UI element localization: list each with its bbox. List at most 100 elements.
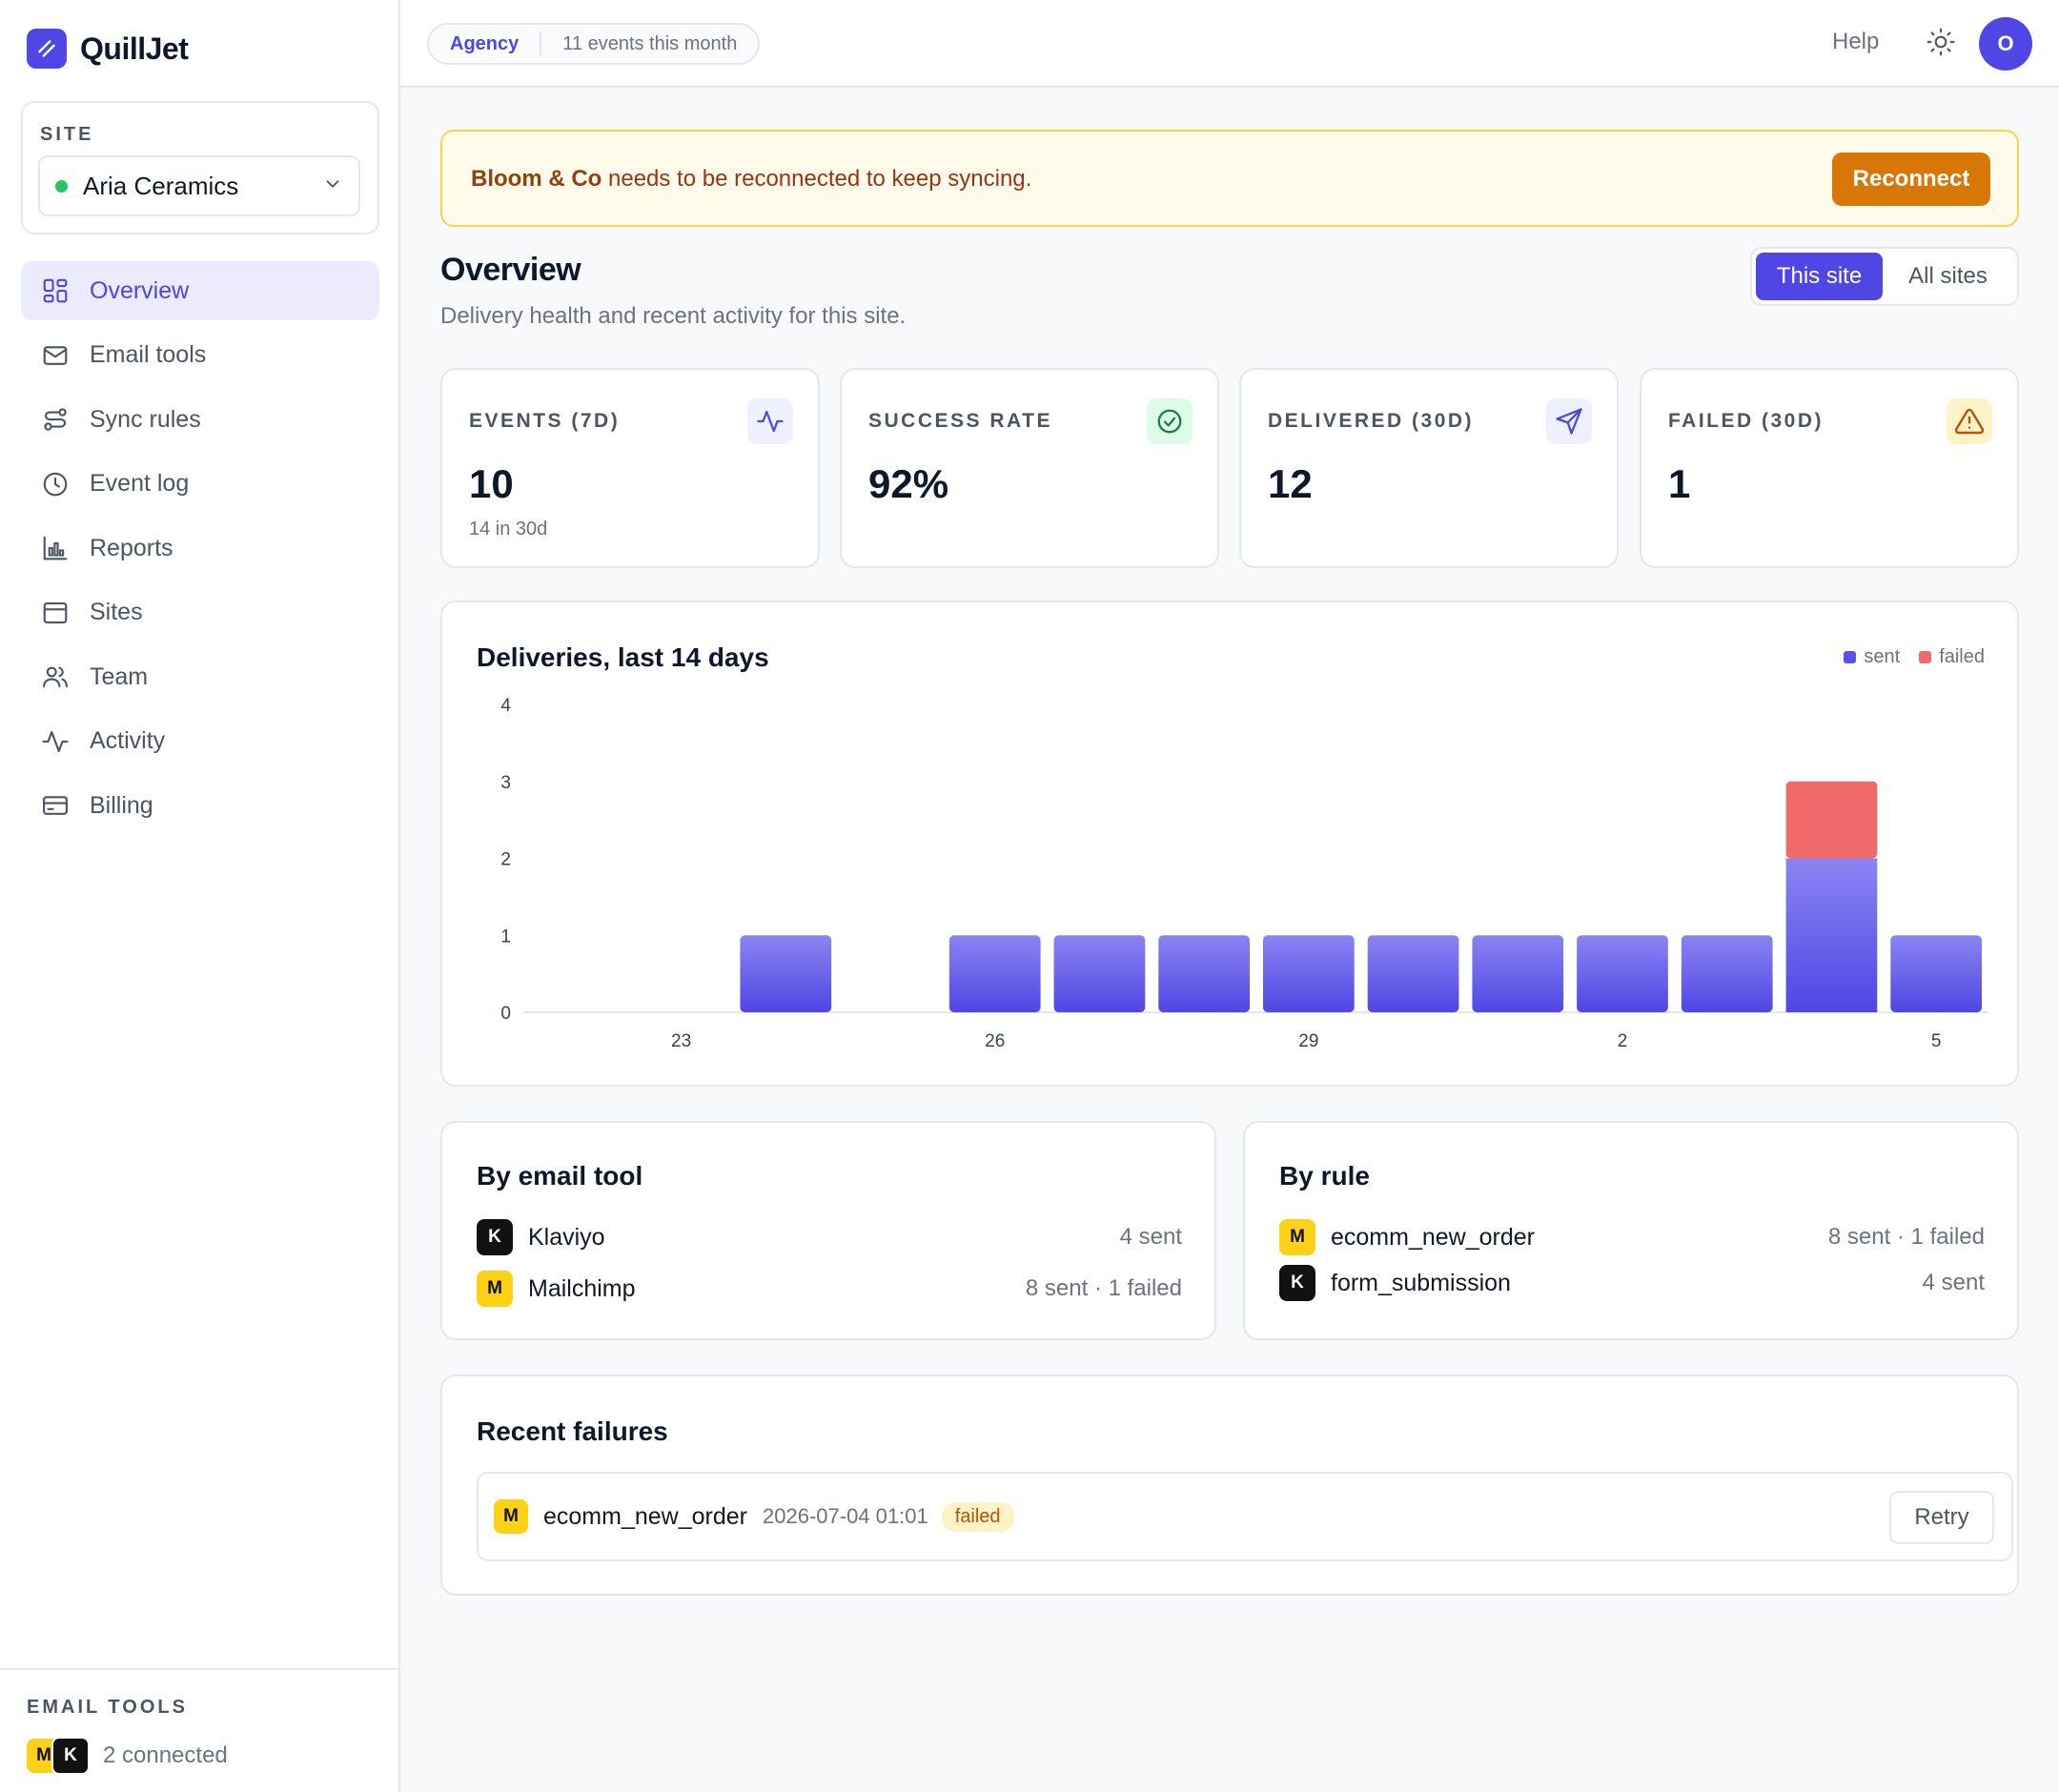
site-name: Aria Ceramics xyxy=(83,171,239,200)
sidebar-item-sites[interactable]: Sites xyxy=(21,583,379,642)
sidebar-item-label: Sync rules xyxy=(90,405,201,433)
tool-stats: 4 sent xyxy=(1119,1224,1182,1250)
sidebar-item-sync-rules[interactable]: Sync rules xyxy=(21,390,379,449)
warning-icon xyxy=(1947,398,1992,444)
bar-sent-2[interactable] xyxy=(1577,935,1668,1012)
sidebar-item-team[interactable]: Team xyxy=(21,647,379,706)
klaviyo-badge-icon: K xyxy=(51,1737,90,1775)
by-rule-card: By rule M ecomm_new_order 8 sent · 1 fai… xyxy=(1243,1121,2019,1340)
page-title: Overview xyxy=(440,252,581,288)
sidebar: QuillJet SITE Aria Ceramics Overview Ema… xyxy=(0,0,400,1792)
rule-name: form_submission xyxy=(1331,1269,1511,1296)
sidebar-item-event-log[interactable]: Event log xyxy=(21,455,379,514)
sidebar-item-activity[interactable]: Activity xyxy=(21,712,379,771)
quill-logo-icon xyxy=(27,29,67,69)
stat-card-events: EVENTS (7D) 10 14 in 30d xyxy=(440,368,820,568)
bar-sent-30[interactable] xyxy=(1367,935,1459,1012)
reconnect-alert: Bloom & Co needs to be reconnected to ke… xyxy=(440,130,2019,227)
retry-button[interactable]: Retry xyxy=(1889,1491,1994,1544)
list-item[interactable]: K form_submission 4 sent xyxy=(1279,1264,1985,1302)
stat-card-delivered: DELIVERED (30D) 12 xyxy=(1239,368,1619,568)
sidebar-item-label: Overview xyxy=(90,276,190,304)
sidebar-item-label: Email tools xyxy=(90,341,207,368)
topbar: Agency 11 events this month Help O xyxy=(400,0,2059,88)
sidebar-item-billing[interactable]: Billing xyxy=(21,776,379,835)
send-icon xyxy=(1546,398,1592,444)
reconnect-button[interactable]: Reconnect xyxy=(1832,153,1990,206)
mailchimp-badge-icon: M xyxy=(494,1499,528,1534)
x-tick-label: 2 xyxy=(1618,1031,1628,1051)
x-tick-label: 23 xyxy=(671,1031,691,1051)
bar-sent-5[interactable] xyxy=(1890,935,1982,1012)
bar-sent-29[interactable] xyxy=(1263,935,1355,1012)
klaviyo-badge-icon: K xyxy=(1279,1265,1315,1301)
chart-title: Deliveries, last 14 days xyxy=(477,642,769,672)
bar-chart-icon xyxy=(40,533,71,563)
bar-sent-27[interactable] xyxy=(1053,935,1146,1012)
stat-value: 1 xyxy=(1668,461,1691,506)
window-icon xyxy=(40,598,71,628)
help-link[interactable]: Help xyxy=(1832,29,1880,54)
rule-name: ecomm_new_order xyxy=(1331,1223,1535,1251)
avatar[interactable]: O xyxy=(1979,17,2032,71)
sun-icon xyxy=(1926,27,1956,62)
bar-sent-4[interactable] xyxy=(1785,858,1878,1013)
rule-stats: 8 sent · 1 failed xyxy=(1827,1224,1985,1250)
legend-item-failed: failed xyxy=(1919,646,1985,668)
sidebar-item-email-tools[interactable]: Email tools xyxy=(21,326,379,385)
site-label: SITE xyxy=(40,124,94,145)
connected-tools[interactable]: M K 2 connected xyxy=(27,1737,228,1775)
klaviyo-badge-icon: K xyxy=(477,1219,513,1255)
alert-site-name: Bloom & Co xyxy=(471,166,602,192)
scope-all-sites-button[interactable]: All sites xyxy=(1908,263,1988,289)
sidebar-item-label: Sites xyxy=(90,599,143,625)
sidebar-item-overview[interactable]: Overview xyxy=(21,261,379,320)
sidebar-item-label: Reports xyxy=(90,534,173,561)
deliveries-chart-card: Deliveries, last 14 days sent failed 0 1 2… xyxy=(440,601,2019,1087)
x-tick-label: 29 xyxy=(1298,1031,1318,1051)
stat-sub: 14 in 30d xyxy=(469,519,548,540)
recent-failures-card: Recent failures M ecomm_new_order 2026-0… xyxy=(440,1375,2019,1596)
mail-icon xyxy=(40,340,71,371)
legend-swatch xyxy=(1919,651,1932,663)
plan-pill: Agency 11 events this month xyxy=(427,23,761,65)
alert-body: needs to be reconnected to keep syncing. xyxy=(601,166,1032,192)
scope-this-site-button[interactable]: This site xyxy=(1756,253,1884,300)
sidebar-item-label: Team xyxy=(90,662,149,690)
y-tick-label: 3 xyxy=(500,773,511,793)
bar-sent-26[interactable] xyxy=(948,935,1041,1012)
stat-label: EVENTS (7D) xyxy=(469,410,621,432)
y-tick-label: 2 xyxy=(500,850,511,870)
list-item[interactable]: M ecomm_new_order 8 sent · 1 failed xyxy=(1279,1218,1985,1256)
scope-toggle: This site All sites xyxy=(1750,247,2019,306)
events-count: 11 events this month xyxy=(562,32,738,54)
activity-icon xyxy=(747,398,793,444)
failure-rule-name: ecomm_new_order xyxy=(543,1502,747,1530)
sidebar-footer: EMAIL TOOLS M K 2 connected xyxy=(0,1668,400,1792)
failure-row: M ecomm_new_order 2026-07-04 01:01 faile… xyxy=(477,1472,2013,1561)
sidebar-item-label: Event log xyxy=(90,470,190,497)
sidebar-nav: Overview Email tools Sync rules Event lo… xyxy=(21,261,379,841)
tool-stats: 8 sent · 1 failed xyxy=(1025,1275,1182,1301)
bar-failed-4[interactable] xyxy=(1785,781,1878,859)
list-item[interactable]: M Mailchimp 8 sent · 1 failed xyxy=(477,1270,1182,1308)
sidebar-item-reports[interactable]: Reports xyxy=(21,519,379,578)
bar-sent-3[interactable] xyxy=(1681,935,1773,1012)
alert-message: Bloom & Co needs to be reconnected to ke… xyxy=(471,166,1031,193)
site-status-dot xyxy=(55,179,68,193)
y-tick-label: 1 xyxy=(500,927,511,947)
tool-name: Klaviyo xyxy=(528,1223,605,1251)
list-item[interactable]: K Klaviyo 4 sent xyxy=(477,1218,1182,1256)
bar-sent-1[interactable] xyxy=(1472,935,1564,1012)
stat-label: SUCCESS RATE xyxy=(868,410,1052,432)
pill-divider xyxy=(540,31,542,56)
bar-sent-28[interactable] xyxy=(1158,935,1250,1012)
bar-sent-24[interactable] xyxy=(740,935,832,1012)
theme-toggle-button[interactable] xyxy=(1922,25,1960,63)
check-circle-icon xyxy=(1147,398,1193,444)
legend-label: sent xyxy=(1864,646,1901,667)
site-select[interactable]: Aria Ceramics xyxy=(38,155,360,216)
brand[interactable]: QuillJet xyxy=(27,29,189,69)
stat-value: 12 xyxy=(1268,461,1313,506)
